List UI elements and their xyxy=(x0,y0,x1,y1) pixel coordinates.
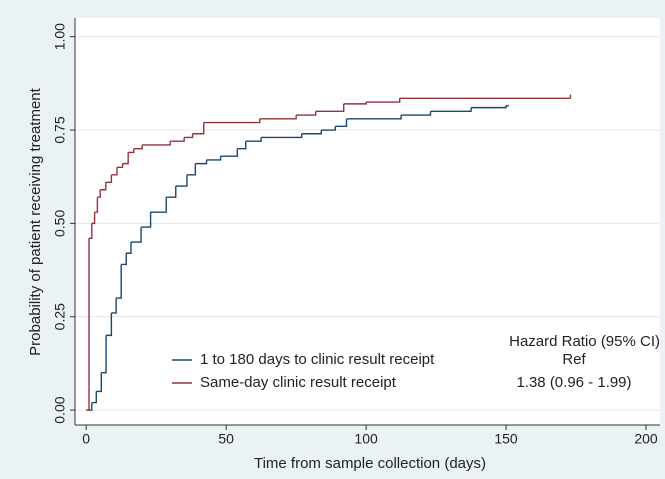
step-segment xyxy=(101,335,107,374)
step-segment xyxy=(184,133,194,139)
step-segment xyxy=(296,111,317,116)
plot-area xyxy=(75,18,660,425)
x-tick-label: 200 xyxy=(634,431,658,447)
step-segment xyxy=(91,391,97,404)
step-segment xyxy=(96,372,103,393)
step-segment xyxy=(100,182,107,191)
y-axis-title: Probability of patient receiving treatme… xyxy=(27,87,44,355)
step-segment xyxy=(105,174,113,183)
x-tick-label: 150 xyxy=(494,431,518,447)
legend-hazard-ratio: 1.38 (0.96 - 1.99) xyxy=(516,374,631,391)
step-segment xyxy=(237,141,247,150)
step-segment xyxy=(141,212,152,228)
x-axis-title: Time from sample collection (days) xyxy=(254,455,486,472)
x-tick-label: 0 xyxy=(82,431,90,447)
x-tick-label: 50 xyxy=(218,431,234,447)
step-segment xyxy=(142,141,171,146)
step-segment xyxy=(166,186,177,198)
y-tick-label: 0.00 xyxy=(52,396,68,423)
step-segment xyxy=(259,115,297,120)
step-segment xyxy=(128,148,135,154)
step-segment xyxy=(88,223,93,240)
step-segment xyxy=(321,126,337,131)
step-segment xyxy=(116,163,124,169)
step-segment xyxy=(175,174,188,187)
step-segment xyxy=(220,148,239,157)
step-segment xyxy=(111,167,118,176)
step-segment xyxy=(86,238,90,411)
step-segment xyxy=(94,197,99,213)
step-segment xyxy=(186,163,197,176)
step-segment xyxy=(192,122,205,135)
step-segment xyxy=(301,130,323,135)
step-segment xyxy=(195,159,208,165)
step-segment xyxy=(130,227,142,243)
step-segment xyxy=(122,152,129,165)
step-segment xyxy=(170,137,185,142)
step-segment xyxy=(401,111,432,116)
step-segment xyxy=(206,156,222,161)
step-segment xyxy=(343,102,367,105)
step-segment xyxy=(150,197,167,213)
step-segment xyxy=(97,189,101,198)
legend-hazard-ratio: Ref xyxy=(562,351,586,368)
step-segment xyxy=(245,137,262,142)
step-segment xyxy=(111,298,117,314)
step-segment xyxy=(261,133,303,139)
step-segment xyxy=(126,242,132,254)
x-tick-label: 100 xyxy=(354,431,378,447)
y-tick-label: 1.00 xyxy=(52,23,68,50)
step-segment xyxy=(335,118,348,127)
y-tick-label: 0.75 xyxy=(52,116,68,143)
y-tick-label: 0.50 xyxy=(52,210,68,237)
step-segment xyxy=(366,98,401,103)
step-segment xyxy=(121,253,127,266)
legend-header: Hazard Ratio (95% CI) xyxy=(509,333,660,350)
step-segment xyxy=(91,212,96,225)
legend-label: 1 to 180 days to clinic result receipt xyxy=(200,351,435,368)
legend-label: Same-day clinic result receipt xyxy=(200,374,397,391)
y-tick-label: 0.25 xyxy=(52,303,68,330)
step-segment xyxy=(116,264,122,299)
step-segment xyxy=(133,144,143,150)
step-segment xyxy=(203,118,261,124)
step-segment xyxy=(430,107,472,113)
step-segment xyxy=(315,103,345,113)
step-segment xyxy=(106,312,113,337)
step-segment xyxy=(346,115,402,120)
